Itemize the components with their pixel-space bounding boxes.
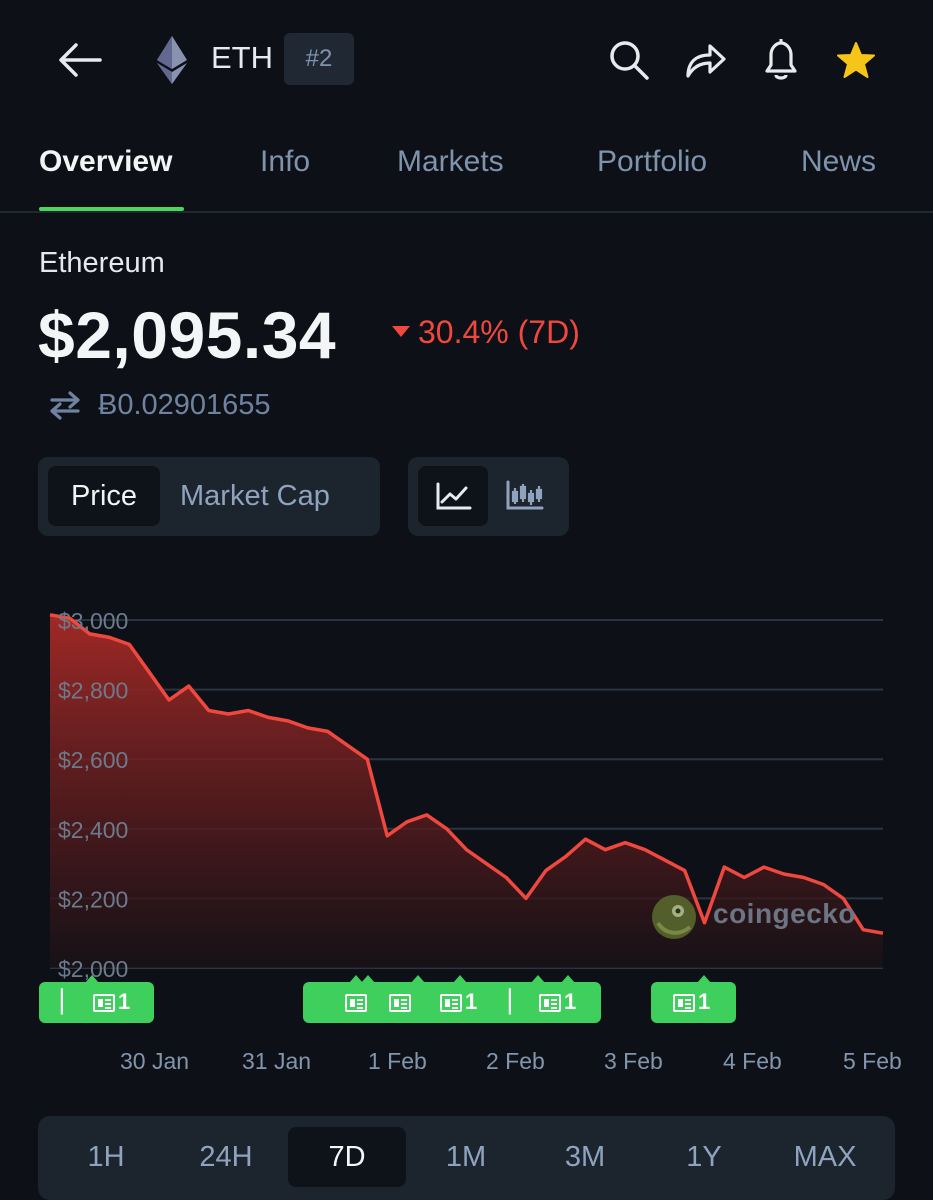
news-pill[interactable]: 1 [651,975,736,1023]
newspaper-icon [93,994,115,1013]
line-chart-icon[interactable] [418,466,488,526]
news-icon: ▏ [509,989,526,1014]
current-price: $2,095.34 [38,298,337,372]
share-icon[interactable] [684,40,728,80]
news-count-value: 1 [465,989,478,1014]
rank-badge: #2 [284,33,354,85]
x-tick-label: 31 Jan [242,1048,312,1074]
chart-type-toggle [408,457,569,536]
newspaper-icon [345,994,367,1013]
timeframe-1h[interactable]: 1H [87,1141,125,1173]
timeframe-max[interactable]: MAX [793,1141,857,1173]
x-tick-label: 2 Feb [486,1048,545,1074]
market-cap-toggle-option[interactable]: Market Cap [180,480,330,512]
x-tick-label: 5 Feb [843,1048,902,1074]
timeframe-1m[interactable]: 1M [445,1141,487,1173]
news-pill[interactable]: 1 ▏ 1 [303,975,601,1023]
news-pill-tick [531,975,545,983]
candlestick-icon[interactable] [498,466,560,526]
price-change: 30.4% (7D) [392,314,580,351]
news-count: 1 [539,990,576,1014]
timeframe-3m[interactable]: 3M [564,1141,606,1173]
news-pill-tick [411,975,425,983]
x-tick-label: 30 Jan [120,1048,190,1074]
tab-overview[interactable]: Overview [39,145,173,178]
news-pill-tick [697,975,711,983]
active-tab-indicator [39,207,184,211]
btc-price-row[interactable]: Ƀ0.02901655 [48,388,271,422]
news-pill-tick [85,975,99,983]
down-triangle-icon [392,326,410,338]
search-icon[interactable] [607,38,651,82]
timeframe-selector [38,1116,895,1200]
coingecko-logo-icon [650,893,698,946]
coingecko-watermark: coingecko [713,898,856,929]
y-tick-label: $2,200 [58,886,128,912]
x-tick-label: 4 Feb [723,1048,782,1074]
news-pill-tick [453,975,467,983]
newspaper-icon [389,994,411,1013]
price-line [49,613,884,935]
news-count-value: 1 [118,989,131,1014]
x-tick-label: 3 Feb [604,1048,663,1074]
y-tick-label: $2,800 [58,678,128,704]
news-pill-tick [349,975,363,983]
bell-icon[interactable] [761,37,801,83]
news-icon [345,990,370,1014]
tab-news[interactable]: News [801,145,877,178]
news-count: 1 [93,990,130,1014]
price-area-fill [50,614,883,968]
ethereum-logo-icon [155,36,189,84]
newspaper-icon [539,994,561,1013]
newspaper-icon [673,994,695,1013]
newspaper-icon [440,994,462,1013]
metric-toggle: Price Market Cap [38,457,380,536]
y-tick-label: $3,000 [58,608,128,634]
news-count: 1 [440,990,477,1014]
tab-markets[interactable]: Markets [397,145,504,178]
timeframe-24h[interactable]: 24H [199,1141,253,1173]
price-change-value: 30.4% (7D) [418,314,580,350]
x-tick-label: 1 Feb [368,1048,427,1074]
news-count-value: 1 [564,989,577,1014]
news-pill-tick [561,975,575,983]
timeframe-7d[interactable]: 7D [288,1127,406,1187]
tab-divider [0,211,933,213]
star-icon[interactable] [836,41,876,79]
coin-symbol: ETH [211,40,273,75]
news-pill-tick [361,975,375,983]
swap-icon [48,390,82,420]
coin-name: Ethereum [39,247,165,279]
news-pill[interactable]: ▏ 1 [39,975,154,1023]
tab-portfolio[interactable]: Portfolio [597,145,708,178]
timeframe-1y[interactable]: 1Y [686,1141,722,1173]
tab-info[interactable]: Info [260,145,311,178]
news-count: 1 [673,990,710,1014]
news-icon: ▏ [61,989,78,1014]
news-icon [389,990,414,1014]
y-tick-label: $2,400 [58,817,128,843]
btc-price: Ƀ0.02901655 [98,388,271,421]
price-chart[interactable]: $3,000$2,800$2,600$2,400$2,200$2,000 [0,580,933,980]
news-count-value: 1 [698,989,711,1014]
back-arrow-icon[interactable] [56,40,104,80]
price-toggle-option[interactable]: Price [48,466,160,526]
y-tick-label: $2,600 [58,747,128,773]
